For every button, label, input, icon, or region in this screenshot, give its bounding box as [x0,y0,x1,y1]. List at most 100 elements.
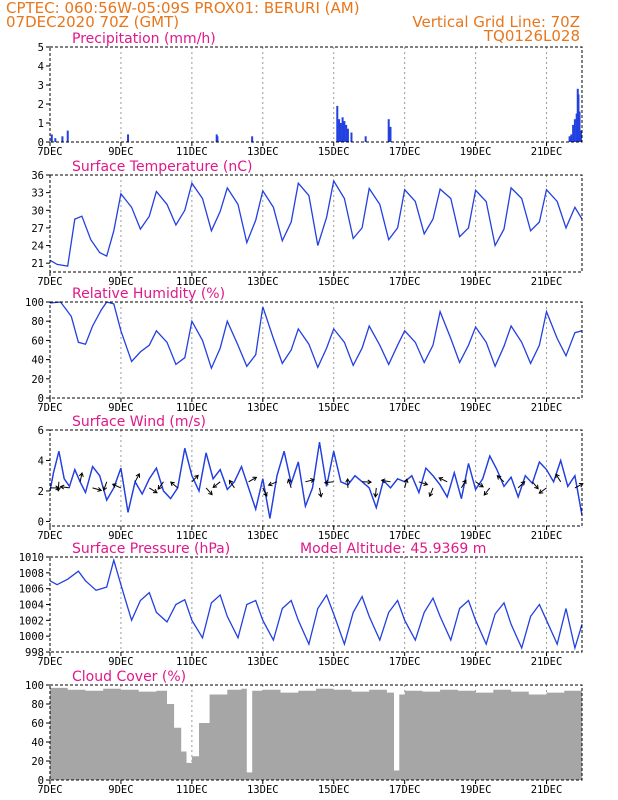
x-tick-label: 17DEC [389,530,421,542]
wind-arrow-head [403,478,409,484]
x-tick-label: 15DEC [318,402,350,414]
wind-arrow-head [263,491,268,497]
wind-arrow [517,481,525,489]
wind-arrow [112,483,122,489]
y-tick-label: 20 [31,374,44,386]
wind-arrow-head [267,481,273,487]
wind-arrow-head [367,479,373,485]
panel-frame [49,429,583,527]
x-tick-label: 9DEC [108,146,133,158]
x-tick-label: 9DEC [108,530,133,542]
x-tick-label: 9DEC [108,276,133,288]
x-tick-label: 9DEC [108,784,133,796]
wind-arrow-head [380,478,386,484]
wind-arrow [404,479,408,489]
wind-arrow-head [97,487,103,492]
y-tick-label: 1002 [19,615,44,627]
wind-arrow-head [520,480,526,486]
x-tick-label: 11DEC [176,784,208,796]
wind-arrow [418,481,428,486]
wind-arrow [305,479,315,483]
wind-arrow-head [428,492,434,498]
y-tick-label: 4 [38,61,44,73]
precip-bar [61,136,64,142]
precip-bar [387,119,390,142]
header-run-date: 07DEC2020 70Z (GMT) [6,13,179,31]
wind-arrow-head [423,481,429,486]
y-tick-label: 36 [31,170,44,182]
wind-arrow [60,486,70,489]
wind-arrow [496,475,505,483]
wind-arrow-head [534,484,539,490]
precip-bar [364,136,367,142]
wind-arrow [248,476,257,483]
header-model-id: TQ0126L028 [483,27,580,45]
x-tick-label: 17DEC [389,402,421,414]
y-tick-label: 998 [25,647,44,659]
wind-arrow-head [287,478,292,484]
x-tick-label: 11DEC [176,530,208,542]
x-tick-label: 13DEC [247,656,279,668]
y-tick-label: 2 [38,486,44,498]
precip-bar [573,119,576,142]
panel-title: Relative Humidity (%) [72,286,225,302]
y-tick-label: 4 [38,455,44,467]
x-tick-label: 21DEC [531,784,563,796]
cloud-area [50,687,582,780]
x-tick-label: 15DEC [318,146,350,158]
x-tick-label: 19DEC [460,530,492,542]
wind-arrow [555,473,562,483]
x-tick-label: 13DEC [247,276,279,288]
x-tick-label: 19DEC [460,146,492,158]
wind-arrow-head [438,477,444,482]
wind-arrow-head [55,486,61,492]
y-tick-label: 30 [31,205,44,217]
wind-arrow [157,481,164,490]
wind-arrow [79,472,83,482]
precip-bar [570,134,573,142]
x-tick-label: 17DEC [389,146,421,158]
precip-bar [572,124,575,142]
y-tick-label: 1008 [19,568,44,580]
precip-bar [346,128,349,142]
precip-bar [578,111,581,142]
wind-arrow-head [135,473,141,478]
wind-arrow [531,481,539,490]
x-tick-label: 7DEC [37,656,62,668]
precip-bar [568,136,571,142]
x-tick-label: 11DEC [176,656,208,668]
wind-arrow [191,474,199,483]
wind-arrow [228,480,235,489]
wind-arrow-head [373,493,379,498]
panel-frame [49,174,583,273]
panel-frame [49,684,583,781]
precip-bar [338,119,341,142]
series-line [49,557,583,651]
panel-title: Surface Pressure (hPa) [72,541,230,557]
wind-arrow [262,487,268,497]
x-tick-label: 15DEC [318,784,350,796]
wind-arrow [287,479,292,489]
wind-arrow [268,481,278,486]
y-tick-label: 6 [38,425,44,437]
y-tick-label: 1010 [19,552,44,564]
y-tick-label: 27 [31,223,44,235]
wind-arrow-head [194,474,199,480]
x-tick-label: 7DEC [37,784,62,796]
wind-arrow-head [323,479,329,485]
wind-arrow-head [208,490,213,496]
wind-arrow-head [578,482,584,488]
precip-bar [350,132,353,142]
precip-bar [216,136,219,142]
precip-bar [54,138,57,142]
wind-arrow [134,473,140,483]
y-tick-label: 80 [31,316,44,328]
x-tick-label: 15DEC [318,530,350,542]
series-line [49,301,583,371]
x-tick-label: 21DEC [531,276,563,288]
y-tick-label: 0 [38,137,44,149]
x-tick-label: 17DEC [389,276,421,288]
x-tick-label: 9DEC [108,656,133,668]
wind-arrow-head [59,484,65,490]
